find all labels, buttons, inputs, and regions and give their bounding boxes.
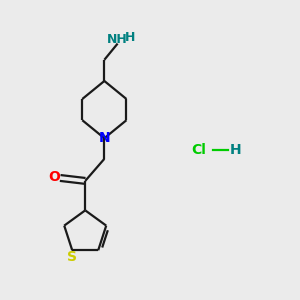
Text: S: S: [67, 250, 77, 264]
Text: N: N: [98, 131, 110, 145]
Text: NH: NH: [107, 33, 128, 46]
Text: Cl: Cl: [191, 143, 206, 157]
Text: H: H: [125, 31, 135, 44]
Text: O: O: [48, 170, 60, 184]
Text: H: H: [230, 143, 241, 157]
